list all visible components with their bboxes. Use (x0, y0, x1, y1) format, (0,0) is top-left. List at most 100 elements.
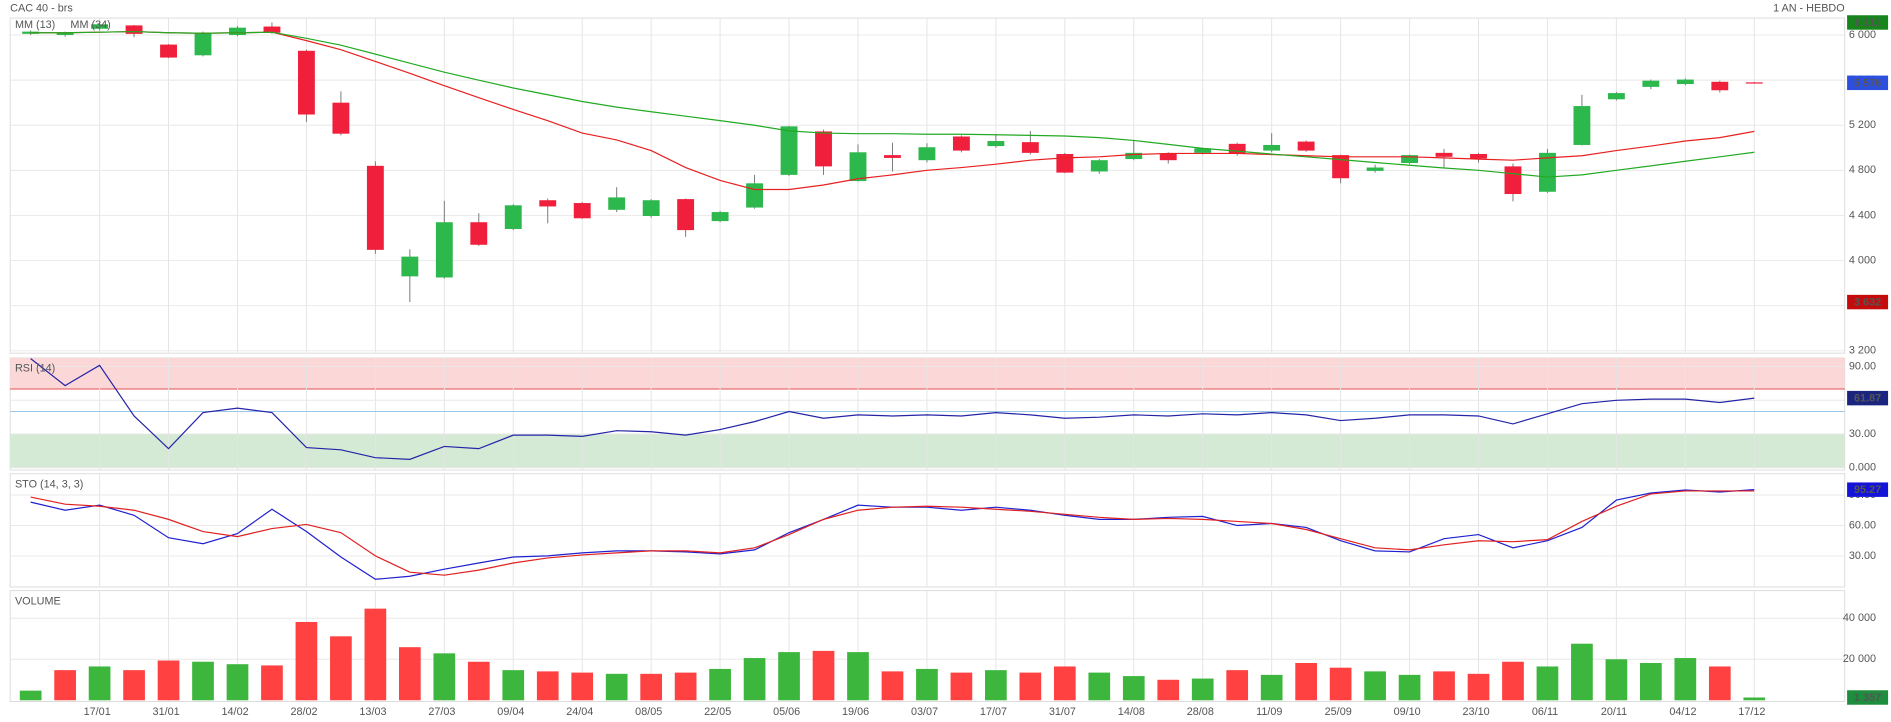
x-tick-label: 13/03 (359, 706, 386, 718)
candle-body (1607, 93, 1625, 100)
candle-body (470, 222, 488, 245)
candle-body (1435, 152, 1453, 157)
volume-bar (1640, 662, 1662, 701)
volume-bar (674, 672, 697, 701)
candle-body (22, 31, 40, 34)
value-badge-label: 95.27 (1854, 484, 1881, 496)
candle-body (711, 212, 729, 222)
candle-body (1504, 166, 1522, 195)
volume-bar (985, 670, 1007, 701)
panel-frame (9, 473, 1846, 588)
indicator-line (30, 490, 1755, 576)
x-tick-label: 27/03 (428, 706, 455, 718)
x-tick-label: 28/02 (290, 706, 317, 718)
volume-bar (123, 670, 145, 701)
volume-bar (1088, 672, 1111, 701)
volume-bar (709, 668, 731, 701)
candle-body (1159, 153, 1177, 161)
volume-bar (226, 664, 249, 701)
candle-body (366, 165, 384, 250)
volume-bar (1226, 670, 1249, 701)
volume-bar (1433, 671, 1455, 701)
volume-bar (605, 673, 628, 701)
volume-bar (1157, 679, 1180, 701)
value-badge-label: 5 576 (1854, 77, 1881, 89)
x-tick-label: 08/05 (635, 706, 662, 718)
value-badge (1847, 690, 1889, 705)
candle-body (608, 197, 626, 210)
volume-bar (743, 658, 766, 701)
candle-body (952, 136, 970, 151)
x-tick-label: 19/06 (842, 706, 869, 718)
candle-body (1366, 167, 1384, 171)
indicator-line (30, 358, 1755, 460)
volume-bar (433, 653, 456, 701)
x-tick-label: 17/01 (84, 706, 111, 718)
volume-bar (1674, 658, 1697, 701)
y-tick-label: 60.00 (1849, 519, 1876, 531)
moving-average (30, 30, 1755, 178)
x-tick-label: 28/08 (1187, 706, 1214, 718)
candle-body (194, 32, 212, 56)
candle-body (1711, 81, 1729, 91)
candle-body (1297, 141, 1315, 151)
candle-body (401, 256, 419, 277)
candle-body (1228, 143, 1246, 154)
volume-bar (1502, 661, 1524, 701)
y-tick-label: 30.00 (1849, 550, 1876, 562)
volume-bar (261, 665, 283, 701)
volume-bar (1467, 673, 1490, 701)
candle-body (746, 183, 764, 208)
volume-bar (881, 671, 904, 701)
volume-bar (571, 672, 594, 701)
volume-bar (1398, 674, 1421, 701)
candle-body (642, 200, 660, 217)
volume-bar (847, 652, 869, 701)
x-tick-label: 31/07 (1049, 706, 1076, 718)
candle-body (815, 131, 832, 167)
x-tick-label: 11/09 (1256, 706, 1282, 718)
y-tick-label: 4 400 (1849, 209, 1876, 221)
y-tick-label: 6 000 (1849, 29, 1876, 41)
volume-bar (54, 670, 76, 701)
x-tick-label: 17/12 (1738, 706, 1765, 718)
candle-body (435, 222, 453, 278)
candle-body (1745, 82, 1763, 84)
candle-body (849, 152, 867, 182)
value-badge-label: 1 357 (1854, 692, 1881, 704)
volume-bar (1295, 662, 1317, 701)
volume-bar (1571, 643, 1593, 701)
volume-bar (364, 608, 387, 701)
candle-body (504, 205, 522, 229)
candle-body (263, 26, 281, 33)
volume-bar (1605, 659, 1628, 701)
volume-bar (467, 661, 490, 701)
volume-bar (1364, 671, 1386, 701)
y-tick-label: 20 000 (1843, 653, 1876, 665)
candle-body (1056, 153, 1074, 173)
x-tick-label: 04/12 (1669, 706, 1696, 718)
y-tick-label: 5 200 (1849, 119, 1876, 131)
zone-band (10, 357, 1845, 389)
period-label: 1 AN - HEBDO (1773, 2, 1845, 14)
candle-body (918, 147, 936, 161)
volume-bar (1019, 672, 1042, 701)
x-tick-label: 14/02 (222, 706, 249, 718)
candle-body (1263, 144, 1281, 151)
x-tick-label: 24/04 (566, 706, 593, 718)
moving-average (30, 30, 1755, 191)
x-tick-label: 05/06 (773, 706, 800, 718)
candle-body (229, 27, 246, 35)
volume-bar (916, 668, 938, 701)
volume-bar (502, 670, 525, 701)
volume-bar (330, 636, 352, 701)
x-tick-label: 17/07 (980, 706, 1007, 718)
x-tick-label: 06/11 (1532, 706, 1558, 718)
chart-title: CAC 40 - brs (10, 2, 73, 14)
y-tick-label: 90.00 (1849, 360, 1876, 372)
x-tick-label: 25/09 (1325, 706, 1352, 718)
value-badge (1847, 482, 1889, 497)
zone-band (10, 434, 1845, 468)
